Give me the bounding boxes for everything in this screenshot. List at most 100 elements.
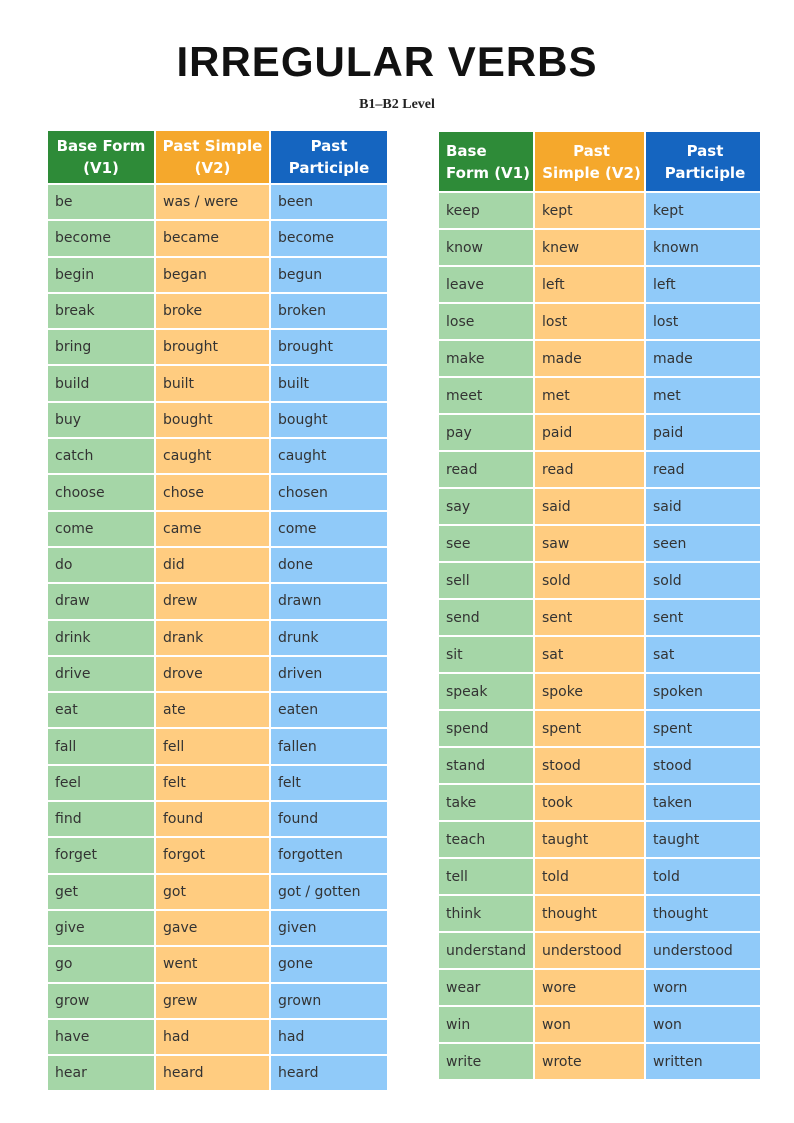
table-cell: said	[644, 487, 762, 526]
table-cell: sold	[533, 561, 646, 600]
table-cell: brought	[269, 328, 389, 367]
table-cell: built	[269, 364, 389, 403]
table-cell: came	[154, 509, 271, 548]
table-cell: spoken	[644, 672, 762, 711]
table-cell: drunk	[269, 618, 389, 657]
table-cell: know	[437, 228, 535, 267]
table-cell: win	[437, 1005, 535, 1044]
table-row: fall fell fallen	[46, 727, 389, 766]
table-cell: taken	[644, 783, 762, 822]
table-cell: got / gotten	[269, 872, 389, 911]
table-row: know knew known	[437, 228, 762, 267]
table-row: write wrote written	[437, 1042, 762, 1081]
table-cell: caught	[154, 437, 271, 476]
table-cell: began	[154, 255, 271, 294]
table-cell: said	[533, 487, 646, 526]
table-cell: won	[533, 1005, 646, 1044]
table-cell: left	[533, 265, 646, 304]
table-cell: knew	[533, 228, 646, 267]
table-cell: drink	[46, 618, 156, 657]
table-cell: say	[437, 487, 535, 526]
table-row: forget forgot forgotten	[46, 836, 389, 875]
header-row: Base Form (V1) Past Simple (V2) Past Parti…	[437, 130, 762, 193]
table-row: see saw seen	[437, 524, 762, 563]
table-cell: told	[644, 857, 762, 896]
table-cell: be	[46, 182, 156, 222]
table-cell: read	[533, 450, 646, 489]
table-cell: eaten	[269, 691, 389, 730]
table-cell: forget	[46, 836, 156, 875]
table-row: teach taught taught	[437, 820, 762, 859]
subtitle: B1–B2 Level	[359, 97, 435, 112]
table-cell: became	[154, 219, 271, 258]
table-cell: kept	[533, 191, 646, 230]
table-cell: fell	[154, 727, 271, 766]
table-cell: kept	[644, 191, 762, 230]
table-cell: told	[533, 857, 646, 896]
table-cell: chosen	[269, 473, 389, 512]
table-cell: understood	[644, 931, 762, 970]
table-row: get got got / gotten	[46, 872, 389, 911]
table-row: eat ate eaten	[46, 691, 389, 730]
table-cell: wear	[437, 968, 535, 1007]
table-cell: made	[644, 339, 762, 378]
table-cell: chose	[154, 473, 271, 512]
table-cell: sold	[644, 561, 762, 600]
table-row: have had had	[46, 1017, 389, 1057]
table-cell: draw	[46, 582, 156, 621]
table-cell: send	[437, 598, 535, 637]
table-row: find found found	[46, 800, 389, 839]
table-cell: got	[154, 872, 271, 911]
table-cell: left	[644, 265, 762, 304]
table-cell: taught	[644, 820, 762, 859]
table-cell: built	[154, 364, 271, 403]
table-cell: drive	[46, 654, 156, 694]
table-row: bring brought brought	[46, 328, 389, 367]
table-cell: see	[437, 524, 535, 563]
table-row: choose chose chosen	[46, 473, 389, 512]
table-row: meet met met	[437, 376, 762, 415]
table-cell: sit	[437, 635, 535, 674]
table-row: build built built	[46, 364, 389, 403]
table-row: pay paid paid	[437, 413, 762, 452]
table-cell: come	[269, 509, 389, 548]
table-row: read read read	[437, 450, 762, 489]
table-cell: saw	[533, 524, 646, 563]
table-row: tell told told	[437, 857, 762, 896]
table-cell: eat	[46, 691, 156, 730]
table-row: stand stood stood	[437, 746, 762, 785]
table-row: send sent sent	[437, 598, 762, 637]
table-cell: drawn	[269, 582, 389, 621]
table-cell: fallen	[269, 727, 389, 766]
table-row: come came come	[46, 509, 389, 548]
table-cell: seen	[644, 524, 762, 563]
table-cell: brought	[154, 328, 271, 367]
table-cell: spent	[644, 709, 762, 748]
table-cell: wore	[533, 968, 646, 1007]
table-row: drink drank drunk	[46, 618, 389, 657]
table-cell: bought	[269, 400, 389, 440]
table-cell: caught	[269, 437, 389, 476]
table-cell: build	[46, 364, 156, 403]
table-row: drive drove driven	[46, 654, 389, 694]
table-cell: sell	[437, 561, 535, 600]
table-row: speak spoke spoken	[437, 672, 762, 711]
table-row: become became become	[46, 219, 389, 258]
table-cell: given	[269, 908, 389, 948]
table-cell: stood	[644, 746, 762, 785]
table-cell: did	[154, 545, 271, 585]
table-cell: become	[46, 219, 156, 258]
column-header: Past Simple (V2)	[533, 130, 646, 193]
table-cell: go	[46, 945, 156, 984]
table-row: leave left left	[437, 265, 762, 304]
table-cell: broke	[154, 291, 271, 331]
table-cell: thought	[644, 894, 762, 933]
table-row: catch caught caught	[46, 437, 389, 476]
table-cell: won	[644, 1005, 762, 1044]
table-cell: meet	[437, 376, 535, 415]
table-row: understand understood understood	[437, 931, 762, 970]
table-cell: broken	[269, 291, 389, 331]
table-cell: catch	[46, 437, 156, 476]
table-row: spend spent spent	[437, 709, 762, 748]
